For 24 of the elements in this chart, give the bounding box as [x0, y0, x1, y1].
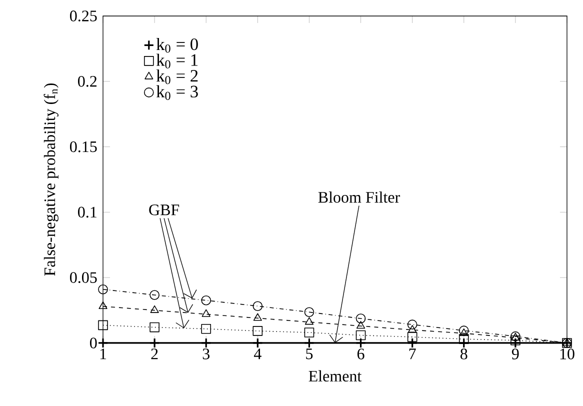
x-axis-title: Element: [308, 370, 362, 382]
legend-label: k$_{0}$ = 0: [156, 38, 198, 53]
x-tick-label: 3: [202, 348, 210, 360]
y-tick-label: 0.15: [70, 141, 97, 152]
x-tick-label: 2: [151, 348, 158, 360]
annotation: GBF: [149, 204, 180, 216]
y-tick-label: 0.05: [70, 272, 97, 284]
y-tick-label: 0.1: [78, 206, 96, 218]
y-tick-label: 0.2: [78, 76, 97, 87]
x-tick-label: 1: [100, 348, 106, 360]
x-tick-label: 4: [254, 348, 262, 360]
x-tick-label: 10: [560, 348, 574, 360]
x-tick-label: 8: [460, 348, 468, 360]
annotation: Bloom Filter: [318, 191, 400, 203]
legend-label: k$_{0}$ = 3: [156, 85, 198, 100]
x-tick-label: 9: [512, 348, 519, 360]
legend-label: k$_{0}$ = 1: [156, 54, 198, 68]
y-axis-title: False-negative probability (f$_{n}$): [44, 83, 58, 276]
x-tick-label: 6: [357, 348, 364, 360]
y-tick-label: 0: [90, 338, 97, 348]
x-tick-label: 5: [306, 348, 313, 360]
legend-label: k$_{0}$ = 2: [156, 69, 198, 84]
x-tick-label: 7: [409, 348, 416, 360]
y-tick-label: 0.25: [70, 10, 97, 22]
